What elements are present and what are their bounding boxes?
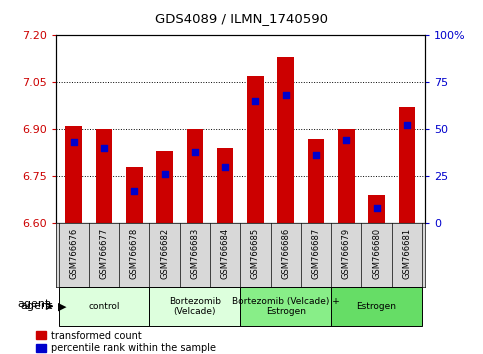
Text: agent: agent — [21, 301, 53, 311]
Text: GSM766678: GSM766678 — [130, 228, 139, 279]
Bar — [331, 287, 422, 326]
Bar — [368, 195, 385, 223]
Point — [373, 205, 381, 211]
Bar — [96, 129, 113, 223]
Point — [130, 188, 138, 194]
Text: GDS4089 / ILMN_1740590: GDS4089 / ILMN_1740590 — [155, 12, 328, 25]
Bar — [186, 129, 203, 223]
Text: GSM766680: GSM766680 — [372, 228, 381, 279]
Bar — [247, 76, 264, 223]
Bar — [126, 167, 142, 223]
Bar — [241, 287, 331, 326]
Text: control: control — [88, 302, 120, 311]
Point — [312, 153, 320, 158]
Point — [252, 98, 259, 104]
Text: GSM766679: GSM766679 — [342, 228, 351, 279]
Bar — [338, 129, 355, 223]
Text: GSM766683: GSM766683 — [190, 228, 199, 279]
Text: Bortezomib (Velcade) +
Estrogen: Bortezomib (Velcade) + Estrogen — [232, 297, 340, 316]
Text: GSM766677: GSM766677 — [99, 228, 109, 279]
Bar — [156, 151, 173, 223]
Text: Estrogen: Estrogen — [356, 302, 397, 311]
Bar — [217, 148, 233, 223]
Text: GSM766682: GSM766682 — [160, 228, 169, 279]
Text: Bortezomib
(Velcade): Bortezomib (Velcade) — [169, 297, 221, 316]
Bar — [398, 107, 415, 223]
Text: GSM766681: GSM766681 — [402, 228, 412, 279]
Text: GSM766685: GSM766685 — [251, 228, 260, 279]
Point — [191, 149, 199, 155]
Text: GSM766684: GSM766684 — [221, 228, 229, 279]
Text: agent: agent — [17, 299, 50, 309]
Text: GSM766687: GSM766687 — [312, 228, 321, 279]
Text: ▶: ▶ — [58, 301, 67, 311]
Bar — [308, 138, 325, 223]
Text: GSM766686: GSM766686 — [281, 228, 290, 279]
Point — [161, 171, 169, 177]
Bar — [149, 287, 241, 326]
Bar — [58, 287, 149, 326]
Legend: transformed count, percentile rank within the sample: transformed count, percentile rank withi… — [36, 331, 216, 353]
Point — [221, 164, 229, 170]
Bar — [277, 57, 294, 223]
Point — [282, 93, 290, 98]
Bar — [65, 126, 82, 223]
Point — [403, 122, 411, 128]
Point — [100, 145, 108, 151]
Point — [342, 138, 350, 143]
Point — [70, 139, 78, 145]
Text: GSM766676: GSM766676 — [69, 228, 78, 279]
